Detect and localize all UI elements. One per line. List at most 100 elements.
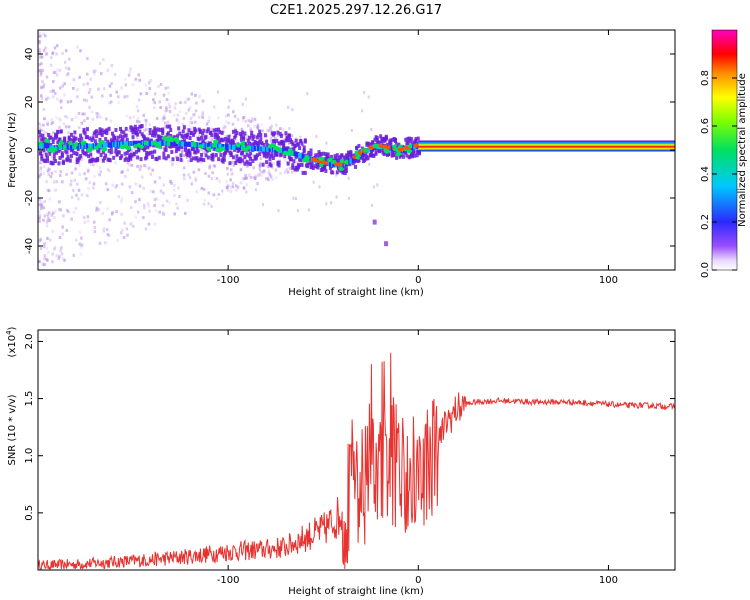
- spectrogram-cell: [134, 215, 137, 219]
- spectrogram-cell: [125, 137, 129, 142]
- spectrogram-cell: [263, 133, 267, 138]
- spectrogram-cell: [144, 165, 148, 169]
- spectrogram-cell: [83, 131, 87, 136]
- spectrogram-cell: [245, 190, 248, 194]
- spectrogram-cell: [42, 244, 46, 248]
- spectrogram-cell: [233, 114, 237, 118]
- spectrogram-cell: [117, 101, 120, 105]
- spectrogram-cell: [252, 142, 256, 147]
- spectrogram-cell: [379, 134, 383, 139]
- spectrogram-cell: [63, 258, 66, 262]
- spectrogram-cell: [389, 138, 393, 143]
- spectrogram-cell: [228, 161, 232, 166]
- spectrogram-cell: [344, 169, 348, 174]
- spectrogram-cell: [137, 98, 141, 102]
- spectrogram-cell: [234, 127, 237, 131]
- spectrogram-cell: [55, 254, 59, 258]
- spectrogram-cell: [218, 130, 222, 135]
- spectrogram-band: [418, 147, 675, 149]
- spectrogram-cell: [59, 170, 63, 174]
- spectrogram-cell: [80, 236, 83, 240]
- spectrogram-cell: [138, 120, 141, 124]
- spectrogram-cell: [67, 210, 70, 214]
- spectrogram-cell: [42, 85, 45, 89]
- spectrogram-cell: [175, 155, 178, 159]
- spectrogram-cell: [173, 113, 176, 117]
- spectrogram-cell: [66, 100, 70, 104]
- spectrogram-cell: [78, 75, 81, 79]
- spectrogram-cell: [363, 91, 366, 95]
- spectrogram-cell: [258, 172, 262, 176]
- spectrogram-cell: [78, 164, 81, 168]
- spectrogram-cell: [96, 141, 99, 145]
- spectrogram-cell: [316, 165, 320, 170]
- spectrogram-cell: [222, 126, 225, 130]
- spectrogram-cell: [361, 109, 364, 113]
- spectrogram-cell: [187, 148, 191, 153]
- spectrogram-cell: [67, 150, 71, 154]
- spectrogram-cell: [40, 200, 43, 204]
- spectrogram-cell: [360, 155, 364, 160]
- spectrogram-cell: [212, 193, 216, 197]
- spectrogram-cell: [130, 149, 133, 153]
- spectrogram-cell: [77, 156, 81, 161]
- spectrogram-cell: [145, 91, 148, 95]
- spectrogram-cell: [185, 135, 189, 140]
- spectrogram-cell: [204, 134, 208, 139]
- spectrogram-cell: [115, 184, 119, 188]
- spectrogram-cell: [39, 202, 42, 206]
- spectrogram-cell: [207, 136, 211, 140]
- spectrogram-cell: [38, 135, 41, 139]
- spectrogram-cell: [70, 171, 74, 175]
- spectrogram-cell: [41, 262, 45, 266]
- spectrogram-cell: [148, 123, 152, 127]
- spectrogram-cell: [50, 56, 53, 60]
- spectrogram-cell: [60, 252, 64, 256]
- spectrogram-cell: [158, 176, 162, 180]
- spectrogram-cell: [251, 119, 254, 123]
- spectrogram-cell: [64, 49, 68, 53]
- spectrogram-cell: [181, 129, 185, 134]
- spectrogram-cell: [138, 78, 141, 82]
- spectrogram-cell: [227, 105, 230, 109]
- spectrogram-cell: [192, 146, 196, 151]
- spectrogram-cell: [380, 140, 384, 145]
- spectrogram-cell: [105, 131, 109, 136]
- spectrogram-cell: [292, 154, 296, 158]
- spectrogram-cell: [275, 123, 278, 127]
- spectrogram-cell: [39, 73, 43, 77]
- spectrogram-cell: [136, 164, 139, 168]
- colorbar-tick-label: 0.0: [700, 262, 711, 278]
- spectrogram-cell: [220, 130, 224, 135]
- spectrogram-cell: [275, 138, 279, 143]
- spectrogram-cell: [246, 137, 249, 141]
- spectrogram-cell: [153, 101, 156, 105]
- spectrogram-cell: [49, 175, 53, 179]
- spectrogram-cell: [195, 147, 199, 152]
- spectrogram-cell: [280, 127, 284, 131]
- spectrogram-cell: [245, 152, 249, 157]
- spectrogram-cell: [296, 209, 299, 213]
- spectrogram-cell: [210, 133, 214, 138]
- spectrogram-cell: [249, 156, 253, 161]
- spectrogram-cell: [40, 62, 43, 66]
- spectrogram-cell: [234, 160, 238, 165]
- spectrogram-cell: [38, 31, 41, 35]
- spectrogram-cell: [217, 116, 220, 120]
- spectrogram-cell: [161, 146, 164, 150]
- spectrogram-cell: [38, 129, 41, 134]
- spectrogram-cell: [98, 127, 102, 132]
- y-tick-label: -40: [24, 238, 35, 254]
- spectrogram-cell: [186, 132, 190, 137]
- spectrogram-cell: [79, 154, 83, 159]
- spectrogram-cell: [140, 124, 144, 129]
- spectrogram-cell: [150, 150, 154, 155]
- spectrogram-cell: [38, 174, 41, 178]
- spectrogram-cell: [46, 212, 49, 216]
- spectrogram-cell: [300, 141, 304, 146]
- spectrogram-cell: [57, 255, 61, 259]
- spectrogram-cell: [288, 138, 292, 143]
- spectrogram-cell: [75, 152, 79, 157]
- spectrogram-cell: [116, 135, 120, 140]
- spectrogram-cell: [161, 118, 164, 122]
